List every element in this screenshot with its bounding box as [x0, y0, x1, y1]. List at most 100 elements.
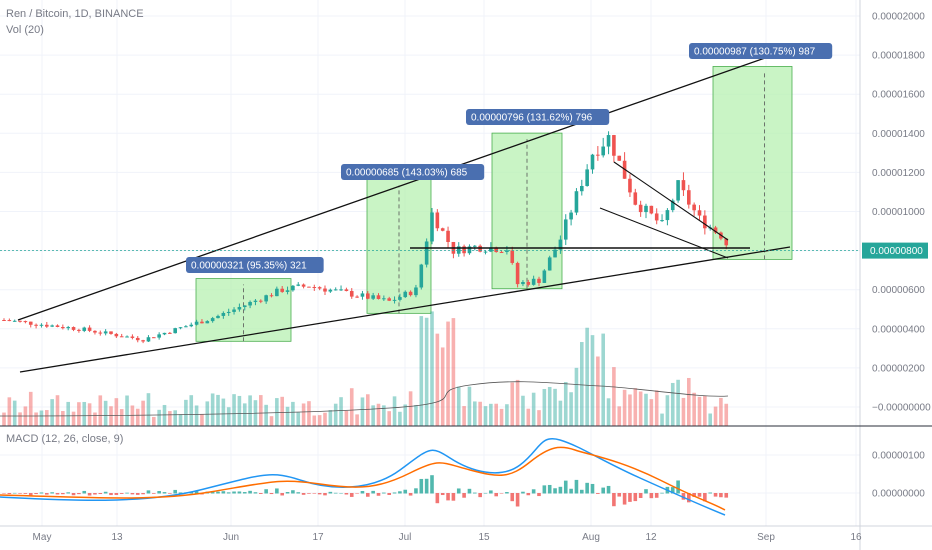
candle-body — [558, 239, 563, 250]
macd-histogram-bar — [87, 493, 92, 496]
volume-bar — [275, 398, 279, 426]
macd-histogram-bar — [547, 484, 552, 494]
candle-body — [71, 327, 76, 330]
price-tick-label: 0.00000200 — [872, 363, 925, 374]
volume-bar — [162, 404, 167, 426]
volume-bar — [505, 404, 509, 426]
macd-histogram-bar — [168, 493, 172, 494]
candle-body — [654, 213, 659, 221]
candle-body — [360, 293, 365, 297]
volume-bar — [724, 403, 729, 426]
macd-histogram-bar — [574, 479, 579, 494]
macd-histogram-bar — [542, 485, 547, 494]
candle-body — [408, 291, 413, 296]
macd-histogram-bar — [515, 493, 520, 507]
volume-bar — [553, 388, 557, 426]
volume-bar — [606, 398, 611, 426]
candle-body — [216, 315, 220, 319]
time-tick-label: Jun — [223, 532, 239, 543]
volume-bar — [483, 406, 488, 426]
candle-body — [34, 324, 38, 326]
volume-bar — [719, 397, 723, 426]
candle-body — [713, 227, 718, 233]
candle-body — [2, 320, 6, 322]
candle-body — [574, 191, 579, 213]
candle-body — [232, 309, 236, 312]
macd-title: MACD (12, 26, close, 9) — [6, 433, 124, 445]
candle-body — [98, 332, 103, 334]
volume-title: Vol (20) — [6, 24, 44, 36]
macd-histogram-bar — [45, 493, 49, 495]
macd-histogram-bar — [344, 493, 349, 495]
candle-body — [317, 287, 322, 289]
volume-bar — [114, 398, 119, 426]
candle-body — [242, 305, 247, 308]
candle-body — [489, 247, 493, 252]
time-tick-label: 17 — [312, 532, 324, 543]
volume-bar — [489, 403, 493, 426]
macd-histogram-bar — [392, 492, 397, 494]
macd-histogram-bar — [580, 489, 584, 494]
macd-histogram-bar — [259, 493, 263, 494]
candle-body — [665, 210, 670, 221]
candle-body — [724, 238, 729, 246]
candle-body — [173, 328, 177, 334]
volume-bar — [435, 333, 440, 426]
volume-bar — [617, 406, 622, 426]
macd-histogram-bar — [178, 492, 183, 494]
volume-bar — [323, 412, 327, 426]
macd-histogram-bar — [50, 492, 54, 494]
macd-histogram-bar — [114, 493, 119, 495]
volume-bar — [622, 389, 627, 426]
volume-bar — [670, 382, 675, 426]
candle-body — [312, 287, 317, 289]
macd-histogram-bar — [323, 493, 327, 496]
macd-histogram-bar — [210, 491, 215, 494]
volume-bar — [676, 379, 680, 426]
price-tick-label: 0.00001400 — [872, 129, 925, 140]
candle-body — [494, 247, 498, 252]
macd-histogram-bar — [510, 493, 515, 502]
volume-bar — [152, 416, 156, 426]
volume-bar — [109, 406, 113, 426]
macd-histogram-bar — [526, 493, 531, 496]
volume-bar — [382, 405, 386, 426]
candle-body — [55, 325, 60, 328]
symbol-title: Ren / Bitcoin, 1D, BINANCE — [6, 8, 144, 20]
candle-body — [681, 180, 686, 191]
macd-histogram-bar — [157, 491, 161, 494]
volume-bars — [0, 311, 729, 426]
callout-box — [341, 164, 485, 180]
volume-bar — [510, 382, 515, 426]
macd-histogram-bar — [77, 493, 81, 495]
macd-histogram-bar — [28, 493, 33, 496]
volume-bar — [50, 399, 54, 426]
candle-body — [253, 300, 258, 302]
volume-bar — [692, 392, 696, 426]
volume-bar — [473, 401, 477, 426]
candle-body — [483, 251, 488, 253]
candle-body — [221, 312, 226, 316]
macd-histogram-bar — [553, 488, 557, 494]
volume-bar — [45, 410, 49, 426]
volume-bar — [103, 400, 108, 426]
macd-histogram-bar — [296, 492, 301, 494]
macd-histogram-bar — [703, 493, 707, 502]
macd-histogram-bar — [622, 493, 627, 505]
volume-bar — [125, 395, 129, 426]
macd-histogram-bar — [462, 493, 466, 498]
volume-bar — [366, 394, 370, 426]
macd-histogram-bar — [387, 493, 391, 495]
volume-bar — [569, 392, 573, 426]
volume-bar — [157, 409, 161, 426]
volume-bar — [414, 405, 418, 426]
macd-histogram-bar — [301, 493, 306, 495]
macd-histogram-bar — [291, 490, 295, 494]
volume-bar — [280, 396, 284, 426]
candle-body — [617, 155, 622, 161]
candle-body — [168, 332, 172, 334]
candle-body — [339, 289, 343, 291]
trend-lines[interactable] — [17, 48, 791, 373]
volume-bar — [478, 401, 482, 426]
